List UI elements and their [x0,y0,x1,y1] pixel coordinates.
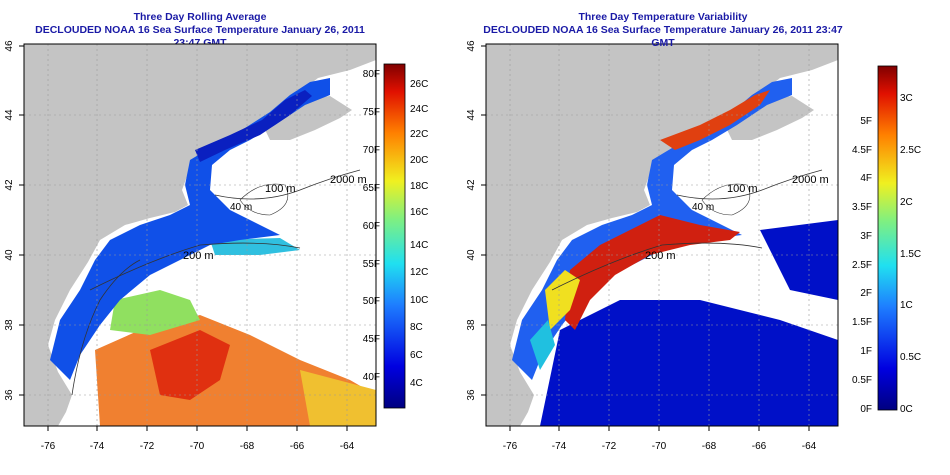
right-contour-label: 2000 m [792,174,829,186]
left-cb-c-label: 12C [410,267,428,278]
left-y-tick: 40 [4,249,15,261]
left-cb-c-label: 16C [410,207,428,218]
left-x-tick: -70 [190,441,205,452]
right-x-tick: -70 [652,441,667,452]
left-map-area [24,44,376,426]
right-y-tick: 40 [466,249,477,261]
right-y-tick: 46 [466,40,477,52]
right-cb-f-label: 4.5F [852,145,872,156]
left-cb-f-label: 55F [363,259,380,270]
left-contour-label: 40 m [230,202,252,213]
right-y-tick: 38 [466,319,477,331]
right-cb-f-label: 0.5F [852,375,872,386]
right-cb-c-label: 0.5C [900,352,921,363]
right-cb-f-label: 1.5F [852,317,872,328]
right-subtitle: DECLOUDED NOAA 16 Sea Surface Temperatur… [483,24,843,49]
left-contour-label: 100 m [265,183,296,195]
right-panel-title: Three Day Temperature Variability DECLOU… [478,11,848,50]
left-x-tick: -76 [41,441,56,452]
right-cb-f-label: 3.5F [852,202,872,213]
left-cb-f-label: 70F [363,145,380,156]
right-map-area [486,44,838,426]
right-cb-f-label: 0F [860,404,872,415]
left-shelf-water [50,78,330,380]
left-cb-c-label: 26C [410,79,428,90]
right-land [486,44,838,426]
right-cb-c-label: 2C [900,197,913,208]
left-cb-c-label: 4C [410,378,423,389]
right-low-variability [540,300,838,426]
left-cb-f-label: 60F [363,221,380,232]
right-contour-label: 100 m [727,183,758,195]
right-y-tick: 36 [466,389,477,401]
left-y-tick: 42 [4,179,15,191]
right-x-tick: -64 [802,441,817,452]
left-cb-c-label: 8C [410,322,423,333]
right-x-tick: -72 [602,441,617,452]
right-x-tick: -74 [552,441,567,452]
left-contour-label: 2000 m [330,174,367,186]
right-x-tick: -68 [702,441,717,452]
left-land [24,44,376,426]
left-y-tick: 44 [4,109,15,121]
right-cb-f-label: 2F [860,288,872,299]
left-colorbar [383,63,406,409]
left-cb-f-label: 65F [363,183,380,194]
right-colorbar [877,65,898,411]
right-cb-f-label: 2.5F [852,260,872,271]
left-x-tick: -72 [140,441,155,452]
left-cb-f-label: 80F [363,69,380,80]
right-x-tick: -66 [752,441,767,452]
left-y-tick: 38 [4,319,15,331]
left-cb-c-label: 22C [410,129,428,140]
left-cb-c-label: 10C [410,295,428,306]
right-contour-label: 40 m [692,202,714,213]
left-cb-f-label: 45F [363,334,380,345]
right-cb-c-label: 0C [900,404,913,415]
left-x-tick: -66 [290,441,305,452]
right-contour-label: 200 m [645,250,676,262]
left-cb-f-label: 50F [363,296,380,307]
right-high-variability [565,215,740,330]
left-cb-f-label: 40F [363,372,380,383]
left-y-tick: 36 [4,389,15,401]
right-y-tick: 44 [466,109,477,121]
right-cb-c-label: 2.5C [900,145,921,156]
left-cb-c-label: 20C [410,155,428,166]
left-cb-c-label: 18C [410,181,428,192]
right-cb-f-label: 3F [860,231,872,242]
left-cb-f-label: 75F [363,107,380,118]
left-x-tick: -74 [90,441,105,452]
right-cb-c-label: 1.5C [900,249,921,260]
right-title: Three Day Temperature Variability [578,11,748,23]
left-y-tick: 46 [4,40,15,52]
left-x-tick: -68 [240,441,255,452]
left-cb-c-label: 6C [410,350,423,361]
left-x-tick: -64 [340,441,355,452]
right-cb-f-label: 1F [860,346,872,357]
left-contour-label: 200 m [183,250,214,262]
right-cb-c-label: 3C [900,93,913,104]
right-cb-f-label: 4F [860,173,872,184]
right-cb-c-label: 1C [900,300,913,311]
right-cb-f-label: 5F [860,116,872,127]
left-cb-c-label: 14C [410,240,428,251]
right-y-tick: 42 [466,179,477,191]
right-x-tick: -76 [503,441,518,452]
left-title: Three Day Rolling Average [133,11,267,23]
left-cb-c-label: 24C [410,104,428,115]
